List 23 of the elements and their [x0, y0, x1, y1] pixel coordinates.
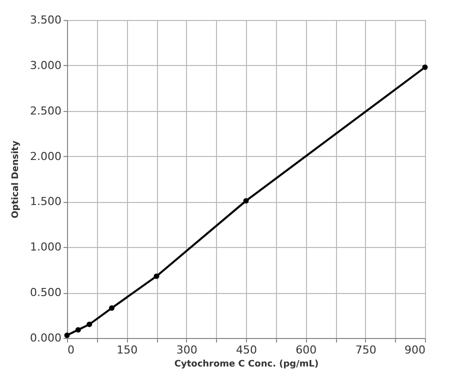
x-axis-title: Cytochrome C Conc. (pg/mL)	[174, 360, 319, 370]
y-tick-label: 2.000	[30, 150, 62, 163]
x-tick-label: 450	[236, 344, 257, 356]
point	[243, 198, 249, 204]
point	[75, 327, 81, 333]
x-tick-label: 900	[404, 344, 426, 356]
x-tick-label: 750	[355, 344, 376, 356]
point	[154, 273, 160, 279]
x-tick-label: 0	[68, 344, 74, 356]
y-tick-label: 1.500	[30, 195, 62, 208]
y-tick-label: 3.500	[30, 14, 62, 26]
y-tick-label: 2.500	[30, 104, 62, 118]
point	[86, 322, 92, 328]
x-tick-label: 600	[296, 344, 317, 356]
x-tick-label: 300	[176, 344, 198, 356]
y-tick-label: 1.000	[30, 240, 62, 254]
y-tick-label: 0.000	[30, 332, 62, 344]
y-axis-title: Optical Density	[11, 140, 22, 218]
x-tick-label: 150	[116, 344, 138, 356]
point	[422, 64, 428, 70]
point	[109, 305, 114, 311]
y-tick-label: 3.000	[30, 58, 62, 72]
y-tick-label: 0.500	[30, 286, 62, 300]
